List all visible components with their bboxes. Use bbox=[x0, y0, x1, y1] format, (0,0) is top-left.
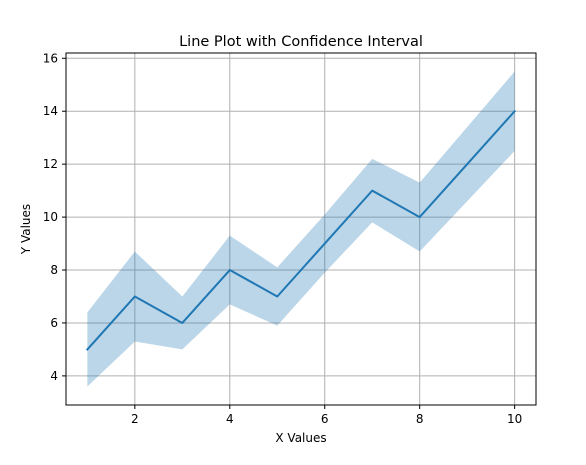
grid-lines bbox=[66, 53, 536, 405]
confidence-band bbox=[87, 71, 515, 387]
y-tick-label: 16 bbox=[43, 51, 58, 65]
y-axis-title: Y Values bbox=[19, 204, 33, 255]
plot-area-frame bbox=[65, 52, 537, 406]
x-tick-label: 2 bbox=[131, 412, 139, 426]
x-tick-label: 4 bbox=[226, 412, 234, 426]
x-tick-label: 6 bbox=[321, 412, 329, 426]
y-tick-label: 8 bbox=[50, 263, 58, 277]
y-tick-label: 10 bbox=[43, 210, 58, 224]
series-line bbox=[85, 109, 517, 351]
y-tick-label: 4 bbox=[50, 369, 58, 383]
axis-ticks: 2 4 6 8 10 4 6 8 10 12 14 16 bbox=[43, 51, 523, 426]
series-line-layer bbox=[85, 109, 517, 351]
y-tick-label: 6 bbox=[50, 316, 58, 330]
chart-title: Line Plot with Confidence Interval bbox=[179, 34, 423, 50]
x-tick-label: 10 bbox=[507, 412, 522, 426]
y-tick-label: 14 bbox=[43, 104, 58, 118]
x-axis-title: X Values bbox=[275, 431, 326, 445]
x-tick-label: 8 bbox=[416, 412, 424, 426]
y-tick-label: 12 bbox=[43, 157, 58, 171]
confidence-band-layer bbox=[87, 71, 515, 387]
